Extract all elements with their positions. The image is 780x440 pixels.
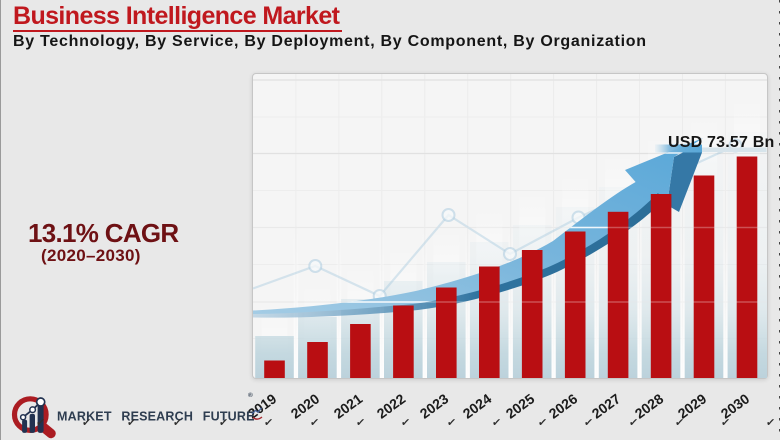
svg-text:MARKET RESEARCH FUTURE: MARKET RESEARCH FUTURE	[57, 410, 255, 424]
svg-text:®: ®	[248, 391, 253, 399]
